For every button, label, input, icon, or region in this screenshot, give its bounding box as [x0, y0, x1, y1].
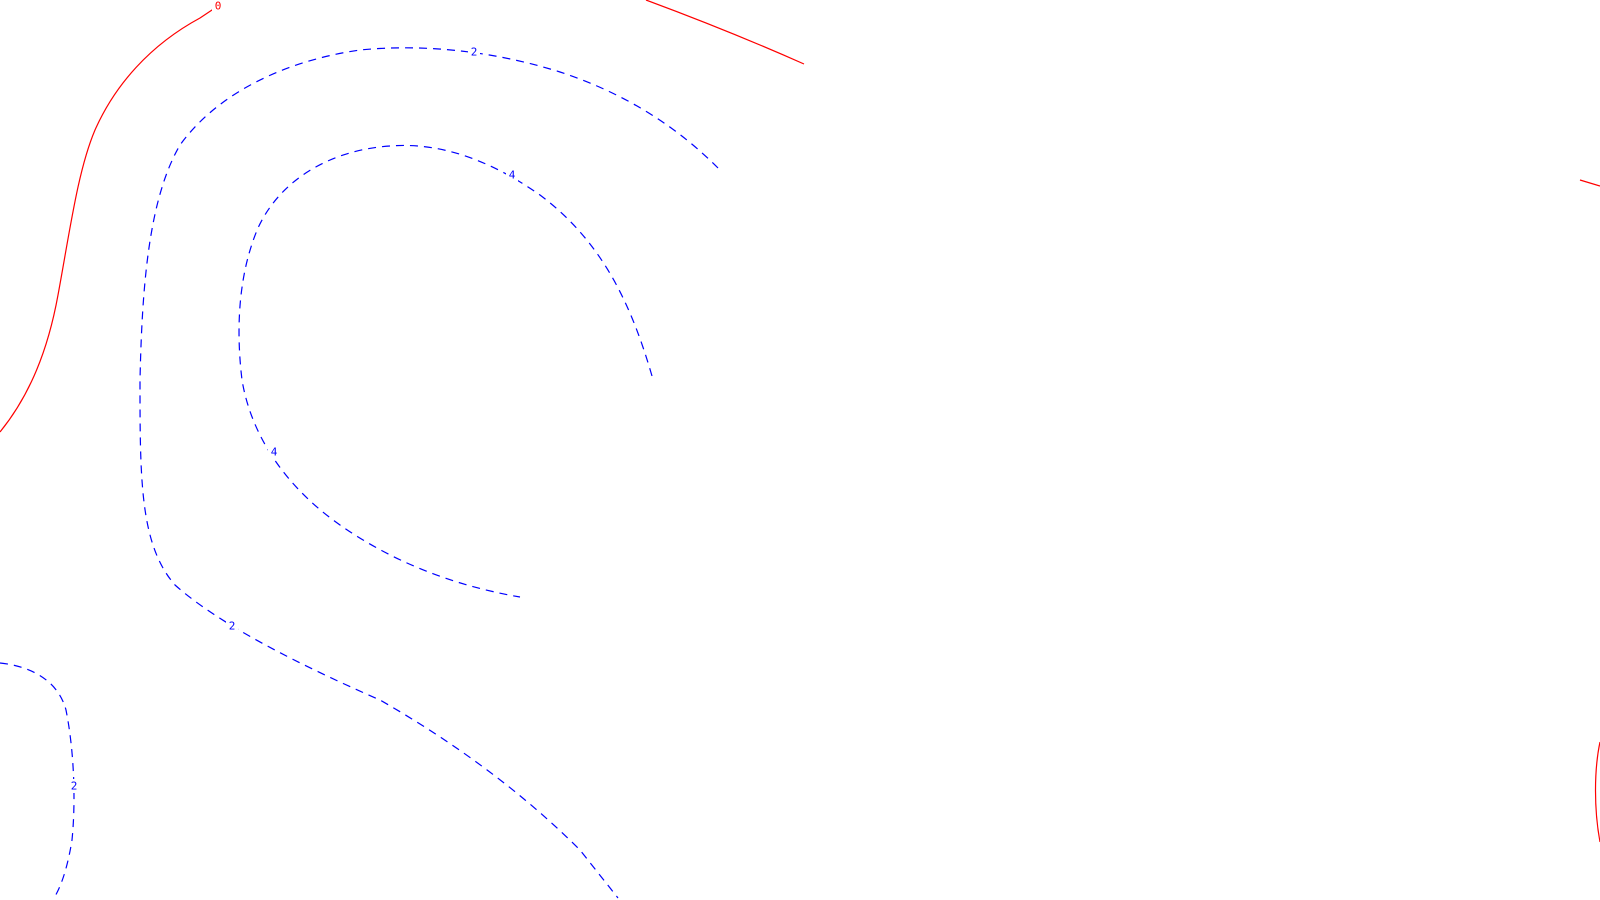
zero-contour-right-upper [1579, 179, 1600, 187]
zero-contour-right-lower [1594, 741, 1600, 843]
contour-labels: 0 2 2 4 4 2 [68, 0, 518, 793]
four-contour-inner [238, 144, 653, 598]
label-two-lower: 2 [229, 620, 236, 633]
label-two-top: 2 [471, 46, 478, 59]
label-zero-top: 0 [215, 0, 222, 13]
two-contour-outer [139, 47, 719, 899]
label-two-bottom-left: 2 [71, 780, 78, 793]
zero-contour-left [0, 5, 219, 433]
zero-contour-top [645, 0, 805, 65]
label-four-left: 4 [271, 446, 278, 459]
label-four-top: 4 [509, 169, 516, 182]
two-contour-lower-left [0, 662, 75, 899]
